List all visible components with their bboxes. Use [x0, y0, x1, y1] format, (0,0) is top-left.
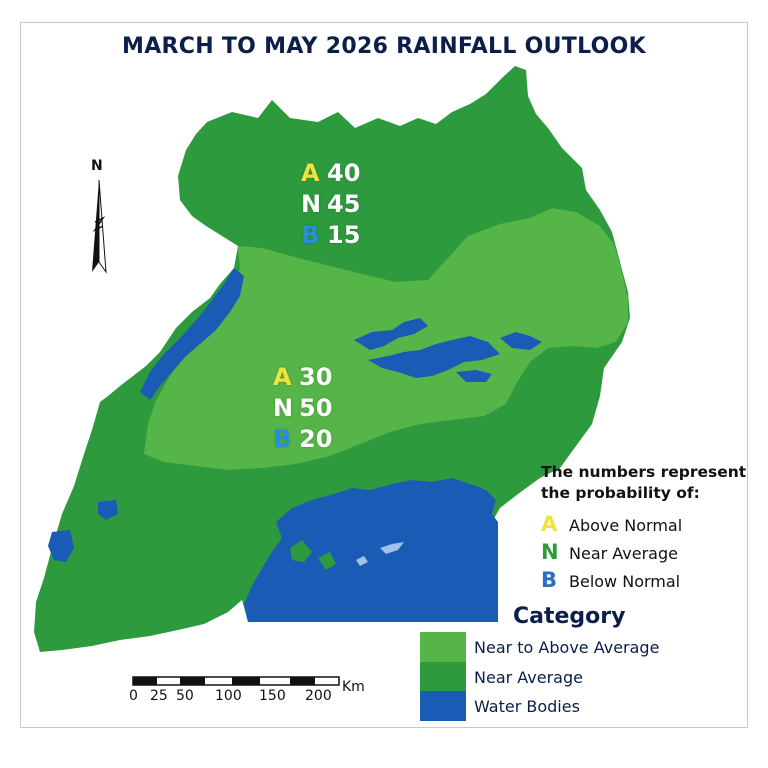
- lake-kyoga: [354, 318, 542, 382]
- scale-tick-label: 0: [129, 688, 138, 704]
- letter-above: A: [301, 159, 320, 187]
- prob-near-row: N 50: [273, 393, 332, 424]
- swatch-near-to-above: [420, 632, 466, 662]
- category-label: Water Bodies: [474, 697, 580, 716]
- lake-albert: [140, 268, 244, 400]
- scale-tick-label: 25: [150, 688, 168, 704]
- category-title: Category: [513, 604, 626, 629]
- prob-above-row: A 40: [301, 158, 360, 189]
- scale-tick-label: 150: [259, 688, 286, 704]
- lake-edward: [48, 530, 74, 562]
- scale-tick-label: 200: [305, 688, 332, 704]
- swatch-water-bodies: [420, 691, 466, 721]
- legend-label-near: Near Average: [569, 544, 678, 563]
- legend-item-near: N Near Average: [541, 540, 678, 564]
- prob-below-value: 20: [299, 425, 333, 453]
- legend-label-above: Above Normal: [569, 516, 683, 535]
- prob-near-row: N 45: [301, 189, 360, 220]
- zone-central-probabilities: A 30 N 50 B 20: [273, 362, 332, 455]
- lake-island: [318, 552, 336, 570]
- prob-above-value: 40: [327, 159, 361, 187]
- lake-island: [380, 542, 404, 554]
- legend-note: The numbers represent the probability of…: [541, 463, 747, 502]
- category-label: Near to Above Average: [474, 638, 660, 657]
- letter-near: N: [301, 190, 322, 218]
- lake-island: [290, 540, 312, 562]
- legend-letter-near: N: [541, 540, 559, 564]
- prob-above-value: 30: [299, 363, 333, 391]
- letter-below: B: [273, 425, 292, 453]
- letter-near: N: [273, 394, 294, 422]
- prob-near-value: 45: [327, 190, 361, 218]
- lake-island: [356, 556, 368, 566]
- scale-tick-label: 50: [176, 688, 194, 704]
- legend-item-above: A Above Normal: [541, 512, 682, 536]
- swatch-near-average: [420, 662, 466, 692]
- lake-george: [98, 500, 118, 520]
- prob-below-value: 15: [327, 221, 361, 249]
- legend-item-below: B Below Normal: [541, 568, 680, 592]
- prob-below-row: B 20: [273, 424, 332, 455]
- north-arrow-icon: [92, 179, 107, 274]
- letter-below: B: [301, 221, 320, 249]
- scale-tick-label: 100: [215, 688, 242, 704]
- lake-victoria: [244, 478, 498, 622]
- prob-above-row: A 30: [273, 362, 332, 393]
- scale-bar: [132, 676, 340, 686]
- zone-northern-probabilities: A 40 N 45 B 15: [301, 158, 360, 251]
- category-label: Near Average: [474, 668, 583, 687]
- prob-near-value: 50: [299, 394, 333, 422]
- legend-label-below: Below Normal: [569, 572, 681, 591]
- prob-below-row: B 15: [301, 220, 360, 251]
- scale-unit: Km: [342, 679, 365, 695]
- north-label: N: [91, 158, 103, 174]
- legend-letter-above: A: [541, 512, 558, 536]
- map-title: MARCH TO MAY 2026 RAINFALL OUTLOOK: [122, 34, 646, 59]
- legend-letter-below: B: [541, 568, 558, 592]
- letter-above: A: [273, 363, 292, 391]
